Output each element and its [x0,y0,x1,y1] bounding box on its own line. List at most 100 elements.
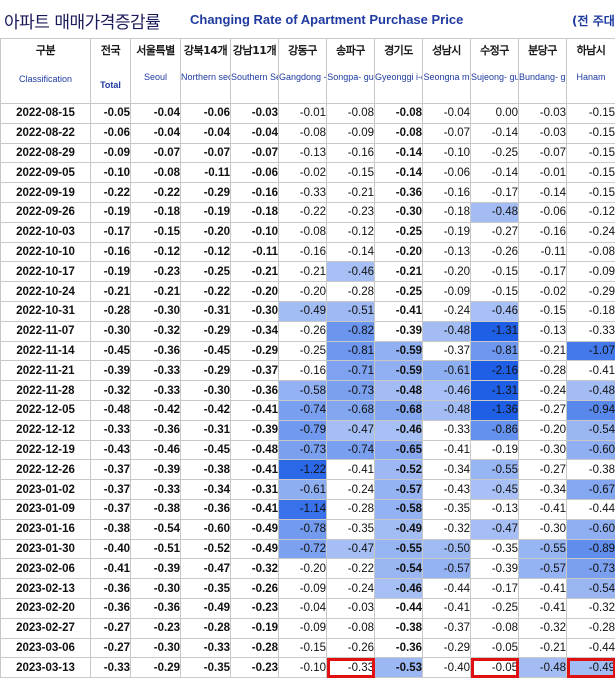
rate-cell: -0.32 [567,598,615,618]
rate-cell: -0.21 [131,282,181,302]
rate-cell: -0.12 [327,222,375,242]
column-header-korean: 송파구 [327,42,374,58]
table-row: 2022-12-05-0.48-0.42-0.42-0.41-0.74-0.68… [1,400,615,420]
title-bar: 아파트 매매가격증감률 Changing Rate of Apartment P… [0,0,615,38]
table-row: 2023-02-27-0.27-0.23-0.28-0.19-0.09-0.08… [1,618,615,638]
rate-cell: -0.20 [279,282,327,302]
row-date: 2022-08-22 [1,123,91,143]
rate-cell: -0.61 [279,480,327,500]
rate-cell: -0.27 [91,618,131,638]
rate-cell: -0.09 [279,579,327,599]
table-row: 2022-10-24-0.21-0.21-0.22-0.20-0.20-0.28… [1,282,615,302]
rate-cell: -0.28 [91,301,131,321]
rate-cell: -0.48 [231,440,279,460]
rate-cell: -0.07 [519,143,567,163]
rate-cell: -0.20 [231,282,279,302]
rate-cell: -0.36 [91,579,131,599]
rate-cell: -0.38 [91,519,131,539]
rate-cell: -0.29 [423,638,471,658]
rate-cell: -0.25 [375,282,423,302]
rate-cell: -0.23 [327,202,375,222]
rate-cell: -0.48 [423,400,471,420]
rate-cell: -0.26 [231,579,279,599]
table-row: 2023-01-30-0.40-0.51-0.52-0.49-0.72-0.47… [1,539,615,559]
rate-cell: -0.54 [567,420,615,440]
rate-cell: -0.60 [567,519,615,539]
column-header-korean: 수정구 [471,42,518,58]
rate-cell: -0.13 [423,242,471,262]
column-header-korean: 서울특별 [131,42,180,58]
table-row: 2022-10-03-0.17-0.15-0.20-0.10-0.08-0.12… [1,222,615,242]
rate-cell: -0.18 [567,301,615,321]
rate-cell: -0.16 [91,242,131,262]
rate-cell: -0.28 [181,618,231,638]
rate-cell: -0.33 [279,183,327,203]
rate-cell: -0.14 [519,183,567,203]
table-row: 2022-10-10-0.16-0.12-0.12-0.11-0.16-0.14… [1,242,615,262]
rate-cell: -0.22 [279,202,327,222]
rate-cell: -0.36 [131,341,181,361]
rate-cell: -0.11 [231,242,279,262]
column-header-english: Classification [1,74,90,84]
rate-cell: -0.20 [375,242,423,262]
rate-cell: -0.17 [471,579,519,599]
rate-cell: -0.21 [279,262,327,282]
rate-cell: -0.16 [279,361,327,381]
rate-cell: -0.09 [567,262,615,282]
rate-cell: -0.19 [231,618,279,638]
rate-cell: -0.28 [231,638,279,658]
rate-cell: -0.15 [327,163,375,183]
rate-cell: -0.71 [327,361,375,381]
rate-cell: -0.36 [91,598,131,618]
rate-cell: -0.46 [375,420,423,440]
rate-cell: -0.44 [423,579,471,599]
rate-cell: -0.43 [423,480,471,500]
rate-cell: -1.31 [471,321,519,341]
rate-cell: -0.41 [327,460,375,480]
rate-cell: -0.34 [423,460,471,480]
rate-cell: -0.24 [327,480,375,500]
rate-cell: -0.94 [567,400,615,420]
column-header-korean: 강남11개 [231,42,278,58]
row-date: 2022-11-28 [1,381,91,401]
column-header-english: Northern seoul [181,72,230,82]
rate-cell: -0.28 [327,499,375,519]
rate-cell: -0.72 [279,539,327,559]
rate-cell: -0.45 [181,440,231,460]
rate-cell: -0.57 [519,559,567,579]
rate-cell: -0.45 [471,480,519,500]
rate-cell: -0.37 [423,341,471,361]
rate-cell: -0.03 [519,104,567,124]
column-header-korean: 강동구 [279,42,326,58]
rate-cell: 0.00 [471,104,519,124]
rate-cell: -0.39 [375,321,423,341]
row-date: 2023-02-20 [1,598,91,618]
rate-cell: -0.37 [91,480,131,500]
rate-cell: -0.60 [181,519,231,539]
row-date: 2022-12-05 [1,400,91,420]
rate-cell: -0.12 [181,242,231,262]
row-date: 2023-02-06 [1,559,91,579]
row-date: 2023-01-16 [1,519,91,539]
row-date: 2022-11-07 [1,321,91,341]
rate-cell: -0.36 [231,381,279,401]
rate-cell: -0.41 [423,598,471,618]
rate-cell: -0.35 [181,579,231,599]
rate-cell: -0.26 [471,242,519,262]
rate-cell: -0.49 [181,598,231,618]
rate-cell: -0.17 [91,222,131,242]
row-date: 2023-03-13 [1,658,91,678]
rate-cell: -0.27 [519,460,567,480]
rate-cell: -0.26 [327,638,375,658]
table-row: 2022-11-07-0.30-0.32-0.29-0.34-0.26-0.82… [1,321,615,341]
table-row: 2022-12-19-0.43-0.46-0.45-0.48-0.73-0.74… [1,440,615,460]
rate-cell: -0.54 [375,559,423,579]
rate-cell: -0.86 [471,420,519,440]
rate-cell: -0.25 [375,222,423,242]
rate-cell: -0.49 [279,301,327,321]
rate-cell: -0.08 [567,242,615,262]
rate-cell: -0.81 [471,341,519,361]
rate-cell: -0.39 [471,559,519,579]
rate-cell: -0.09 [327,123,375,143]
